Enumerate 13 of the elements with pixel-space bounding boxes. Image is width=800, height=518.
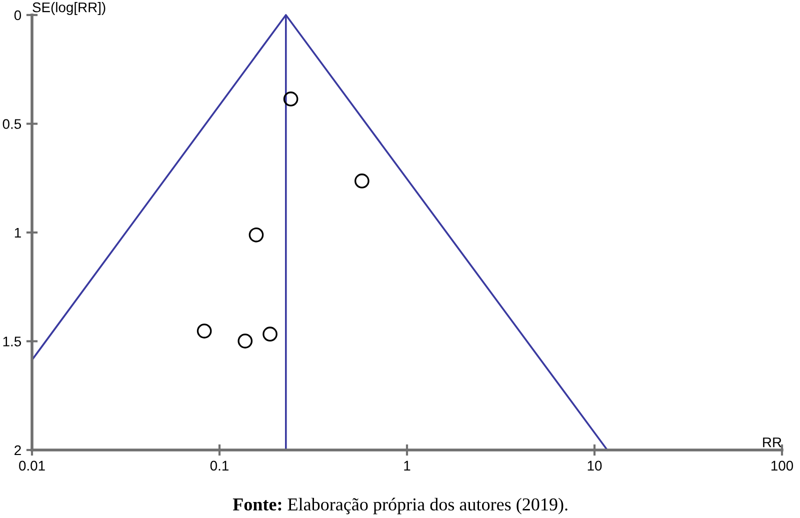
x-tick-label: 1 (404, 460, 410, 470)
y-tick-label: 1.5 (3, 336, 22, 346)
y-tick-label: 1 (14, 228, 21, 238)
x-tick-label: 0.01 (19, 460, 45, 471)
x-tick-label: 0.1 (210, 460, 228, 471)
x-tick-label: 100 (771, 460, 794, 471)
source-note: Fonte: Elaboração própria dos autores (2019). (232, 498, 568, 514)
x-axis-title: RR (763, 438, 782, 448)
y-axis-title: SE(log[RR]) (32, 2, 106, 15)
y-tick-label: 0 (14, 10, 22, 20)
y-tick-label: 2 (14, 445, 21, 456)
y-tick-label: 0.5 (2, 119, 22, 129)
x-tick-label: 10 (588, 460, 602, 471)
